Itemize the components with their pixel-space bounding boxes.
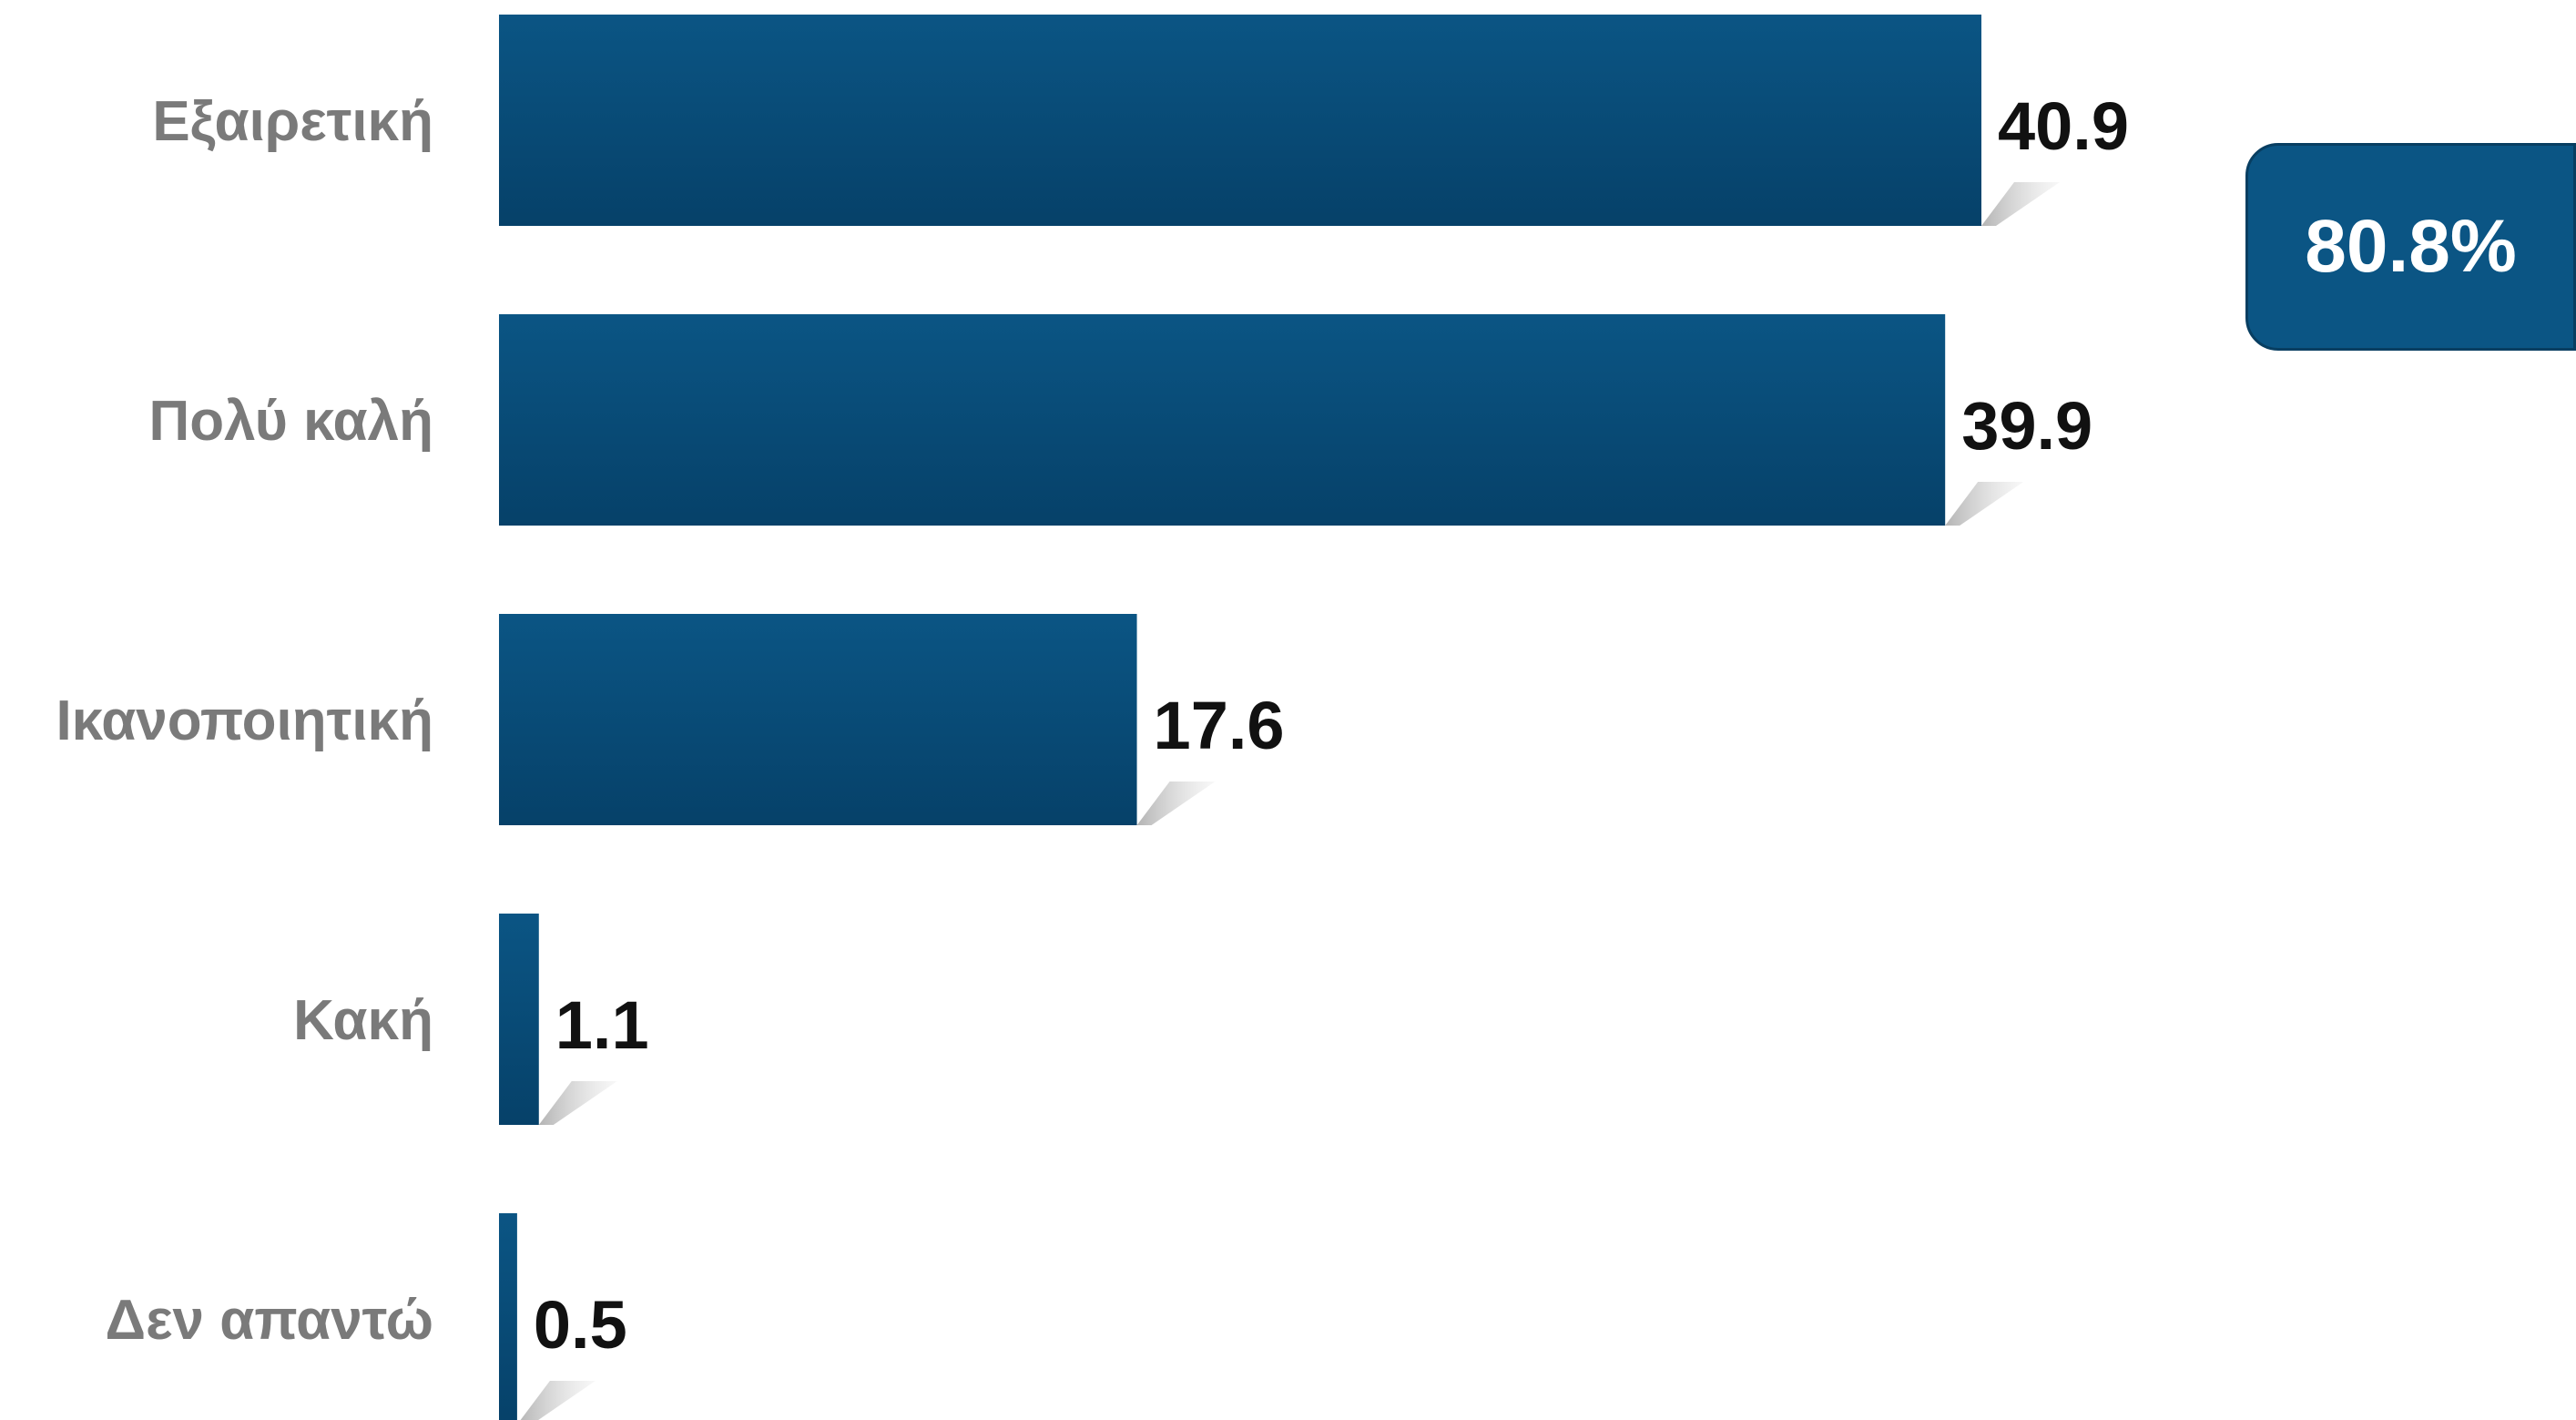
- category-label: Εξαιρετική: [152, 90, 433, 153]
- category-label: Δεν απαντώ: [106, 1289, 433, 1352]
- category-label: Πολύ καλή: [149, 390, 433, 453]
- bar-shadow: [1945, 482, 2024, 526]
- bar: [499, 914, 539, 1125]
- bar: [499, 614, 1137, 825]
- summary-badge: 80.8%: [2245, 143, 2576, 351]
- value-label: 39.9: [1961, 388, 2092, 464]
- bar-shadow: [520, 1381, 596, 1420]
- bar-shadow: [1136, 782, 1216, 825]
- value-label: 1.1: [555, 987, 649, 1063]
- value-label: 40.9: [1998, 88, 2129, 164]
- bar: [499, 1213, 517, 1420]
- bars-group: Εξαιρετική 40.9 Πολύ καλή 39.9 Ικανοποιητική…: [56, 15, 2129, 1420]
- summary-badge-text: 80.8%: [2305, 205, 2517, 288]
- bar-shadow: [1981, 182, 2060, 226]
- category-label: Κακή: [293, 989, 433, 1052]
- bar: [499, 314, 1946, 526]
- bar-shadow: [538, 1081, 617, 1125]
- bar: [499, 15, 1981, 226]
- value-label: 17.6: [1154, 688, 1285, 763]
- category-label: Ικανοποιητική: [56, 690, 433, 752]
- value-label: 0.5: [534, 1287, 627, 1363]
